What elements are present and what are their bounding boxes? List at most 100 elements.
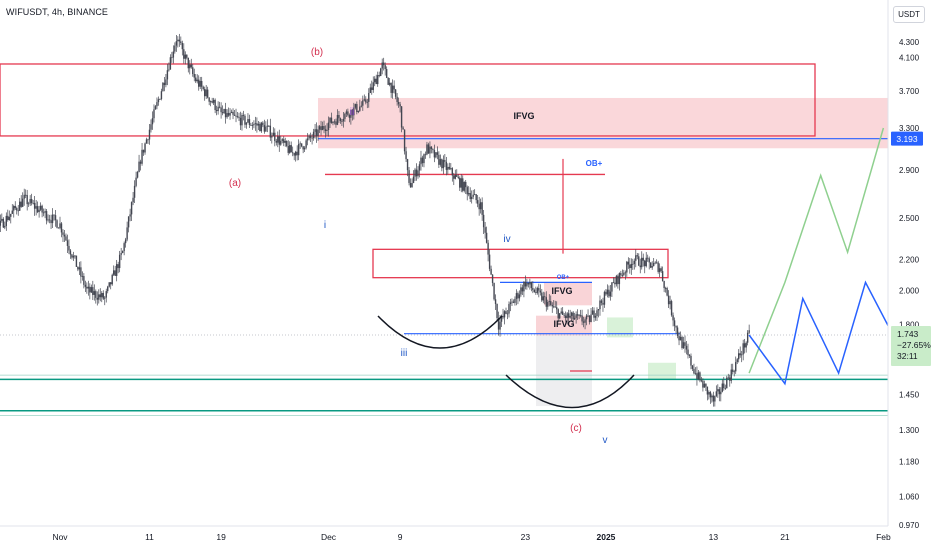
candle-body-329: [442, 160, 445, 169]
candle-body-53: [30, 199, 33, 204]
candle-body-327: [439, 159, 442, 165]
candle-body-521: [729, 377, 731, 381]
supply-zone-box: [372, 248, 669, 279]
target-zone-green-2: [648, 362, 676, 380]
candle-body-132: [148, 129, 151, 140]
candle-body-501: [699, 372, 701, 381]
candle-body-203: [254, 123, 257, 125]
candle-body-524: [733, 371, 735, 373]
candle-body-436: [602, 302, 604, 305]
candle-body-87: [81, 276, 84, 277]
candle-body-427: [588, 315, 591, 323]
candle-body-459: [636, 255, 638, 257]
candle-body-256: [333, 121, 336, 123]
price-tick-10: 1.300: [899, 426, 920, 435]
candle-body-383: [523, 281, 525, 292]
label-ob-big: OB+: [586, 159, 603, 168]
candle-body-287: [380, 68, 382, 76]
candle-body-290: [384, 65, 386, 70]
candle-body-100: [101, 293, 103, 298]
candle-body-70: [56, 220, 58, 228]
candle-body-45: [19, 201, 21, 211]
candle-body-289: [382, 62, 385, 66]
candle-body-399: [547, 301, 549, 307]
candle-body-208: [262, 122, 264, 126]
candle-body-123: [135, 177, 137, 186]
candle-body-330: [444, 160, 446, 162]
last-price-line-0: 1.743: [897, 329, 919, 339]
time-tick-6: 2025: [596, 532, 615, 542]
candle-body-451: [624, 272, 627, 274]
candle-body-246: [318, 126, 321, 130]
candle-body-144: [166, 70, 169, 80]
candle-body-164: [196, 79, 198, 82]
candle-body-79: [69, 250, 72, 255]
candle-body-235: [302, 146, 304, 150]
candle-body-406: [557, 309, 559, 319]
candle-body-274: [360, 105, 363, 107]
candle-body-57: [36, 206, 39, 213]
candle-body-418: [575, 314, 577, 318]
candle-body-448: [620, 273, 622, 276]
candle-body-240: [309, 135, 312, 138]
price-badge-3193[interactable]: [891, 131, 923, 146]
wave-label-6: v: [603, 435, 608, 446]
candle-body-126: [139, 161, 142, 164]
price-tick-2: 3.700: [899, 87, 920, 96]
candle-body-212: [268, 125, 270, 127]
candle-body-343: [463, 181, 465, 191]
candle-body-401: [550, 301, 552, 305]
candle-body-468: [650, 262, 652, 268]
candle-body-362: [491, 274, 494, 283]
candle-body-496: [691, 365, 694, 369]
candle-body-321: [430, 146, 433, 150]
last-price-badge[interactable]: [891, 326, 931, 367]
candle-body-478: [664, 288, 667, 289]
candle-body-214: [271, 136, 273, 138]
candle-body-72: [59, 223, 61, 228]
candle-body-335: [451, 168, 454, 176]
candle-body-215: [272, 132, 275, 137]
time-tick-3: Dec: [321, 532, 337, 542]
candle-body-190: [235, 115, 237, 117]
candle-body-120: [130, 202, 133, 215]
candle-body-475: [660, 268, 662, 272]
candle-body-365: [496, 303, 498, 318]
candle-body-413: [567, 313, 570, 318]
candle-body-466: [647, 257, 649, 259]
candle-body-88: [83, 276, 85, 285]
candle-body-175: [212, 99, 215, 103]
candle-body-456: [632, 263, 634, 265]
candle-body-523: [732, 369, 734, 372]
candle-body-262: [342, 118, 345, 122]
candle-body-457: [633, 260, 635, 265]
candle-body-460: [638, 256, 640, 266]
candle-body-507: [708, 392, 710, 395]
candle-body-302: [402, 127, 404, 130]
candle-body-520: [727, 377, 729, 379]
candle-body-374: [509, 302, 512, 305]
candle-body-153: [180, 41, 182, 44]
candle-body-194: [241, 114, 243, 126]
candle-body-68: [53, 214, 55, 216]
candle-body-517: [723, 383, 725, 389]
currency-button[interactable]: USDT: [893, 6, 925, 23]
candle-body-225: [287, 146, 289, 153]
candle-body-83: [75, 255, 78, 267]
candle-body-91: [87, 286, 90, 289]
candle-body-530: [742, 343, 744, 355]
candle-body-245: [317, 129, 319, 137]
candle-body-404: [554, 306, 556, 308]
candle-body-527: [738, 353, 740, 360]
candle-body-296: [393, 85, 395, 90]
candle-body-59: [39, 205, 42, 210]
candle-body-263: [344, 113, 346, 119]
label-ifvg-mid: IFVG: [551, 286, 572, 296]
candle-body-470: [652, 263, 655, 267]
candle-body-166: [199, 80, 201, 87]
candle-body-156: [184, 54, 186, 59]
candle-body-407: [559, 313, 561, 319]
